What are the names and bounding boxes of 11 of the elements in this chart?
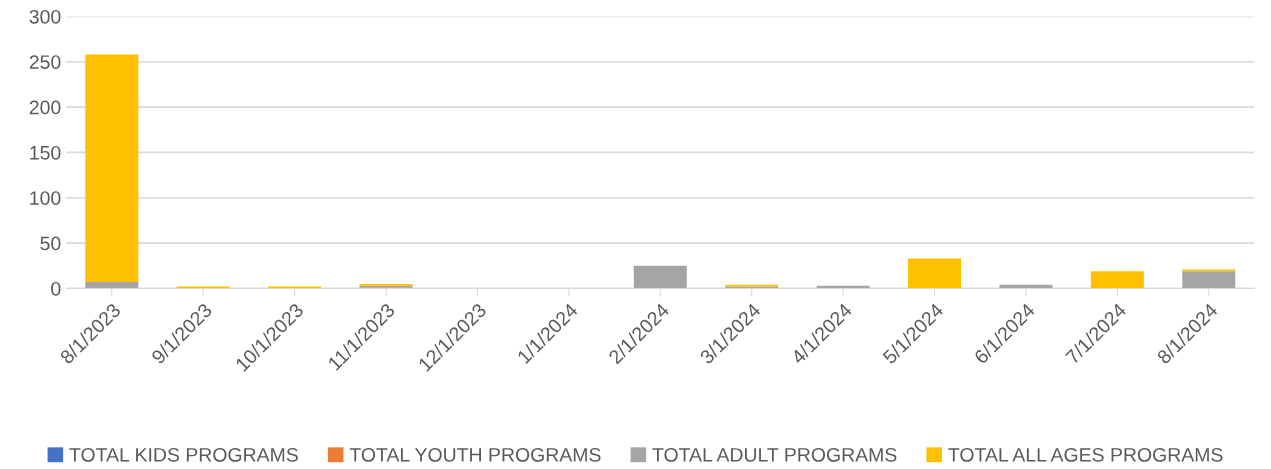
y-tick-label: 250: [29, 55, 61, 69]
y-tick-label: 300: [29, 9, 61, 24]
legend-label: TOTAL YOUTH PROGRAMS: [349, 447, 601, 462]
y-tick-label: 150: [30, 145, 61, 160]
y-tick-label: 50: [40, 236, 61, 251]
legend-label: TOTAL ALL AGES PROGRAMS: [948, 447, 1223, 462]
legend-label: TOTAL KIDS PROGRAMS: [69, 447, 298, 462]
legend-label: TOTAL ADULT PROGRAMS: [652, 447, 897, 462]
y-tick-label: 200: [29, 100, 61, 115]
y-tick-label: 100: [30, 191, 61, 205]
y-tick-label: 0: [51, 281, 61, 296]
